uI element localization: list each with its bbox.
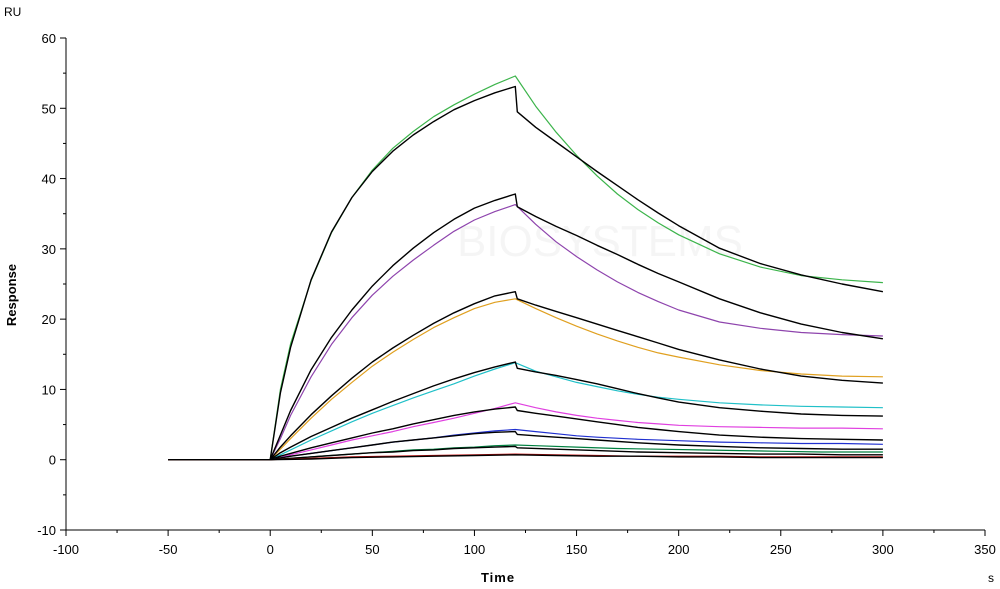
y-axis-title: Response [4, 264, 19, 326]
x-tick-label: 300 [872, 542, 894, 557]
series-line-14 [168, 445, 883, 461]
y-tick-label: 10 [42, 382, 56, 397]
x-tick-label: 250 [770, 542, 792, 557]
axes-layer [65, 38, 985, 531]
x-tick-label: -50 [159, 542, 178, 557]
series-line-2 [168, 85, 884, 461]
x-tick-label: 100 [464, 542, 486, 557]
x-tick-label: 50 [365, 542, 379, 557]
series-line-9 [168, 402, 883, 461]
series-line-4 [168, 193, 884, 461]
y-tick-label: 20 [42, 312, 56, 327]
x-tick-label: 200 [668, 542, 690, 557]
x-tick-label: 150 [566, 542, 588, 557]
x-tick-label: 0 [267, 542, 274, 557]
y-unit-label: RU [4, 5, 21, 19]
series-line-8 [168, 361, 883, 461]
y-tick-label: -10 [37, 523, 56, 538]
series-line-16 [168, 454, 883, 461]
x-tick-label: 350 [974, 542, 996, 557]
x-axis-title: Time [481, 570, 515, 585]
series-line-7 [168, 362, 883, 461]
y-tick-label: 0 [49, 453, 56, 468]
x-unit-label: s [988, 571, 994, 585]
series-line-10 [168, 406, 883, 461]
y-tick-label: 60 [42, 31, 56, 46]
y-tick-label: 50 [42, 101, 56, 116]
x-tick-label: -100 [53, 542, 79, 557]
watermark-text: BIOSYSTEMS [457, 217, 743, 266]
series-line-5 [168, 298, 883, 461]
tick-layer: -100 -50 0 50 100 150 200 250 300 350-10010203040… [37, 31, 996, 557]
series-line-3 [168, 204, 883, 461]
series-layer [168, 75, 884, 461]
series-line-6 [168, 291, 883, 461]
y-tick-label: 30 [42, 242, 56, 257]
y-tick-label: 40 [42, 172, 56, 187]
series-line-12 [168, 430, 883, 461]
